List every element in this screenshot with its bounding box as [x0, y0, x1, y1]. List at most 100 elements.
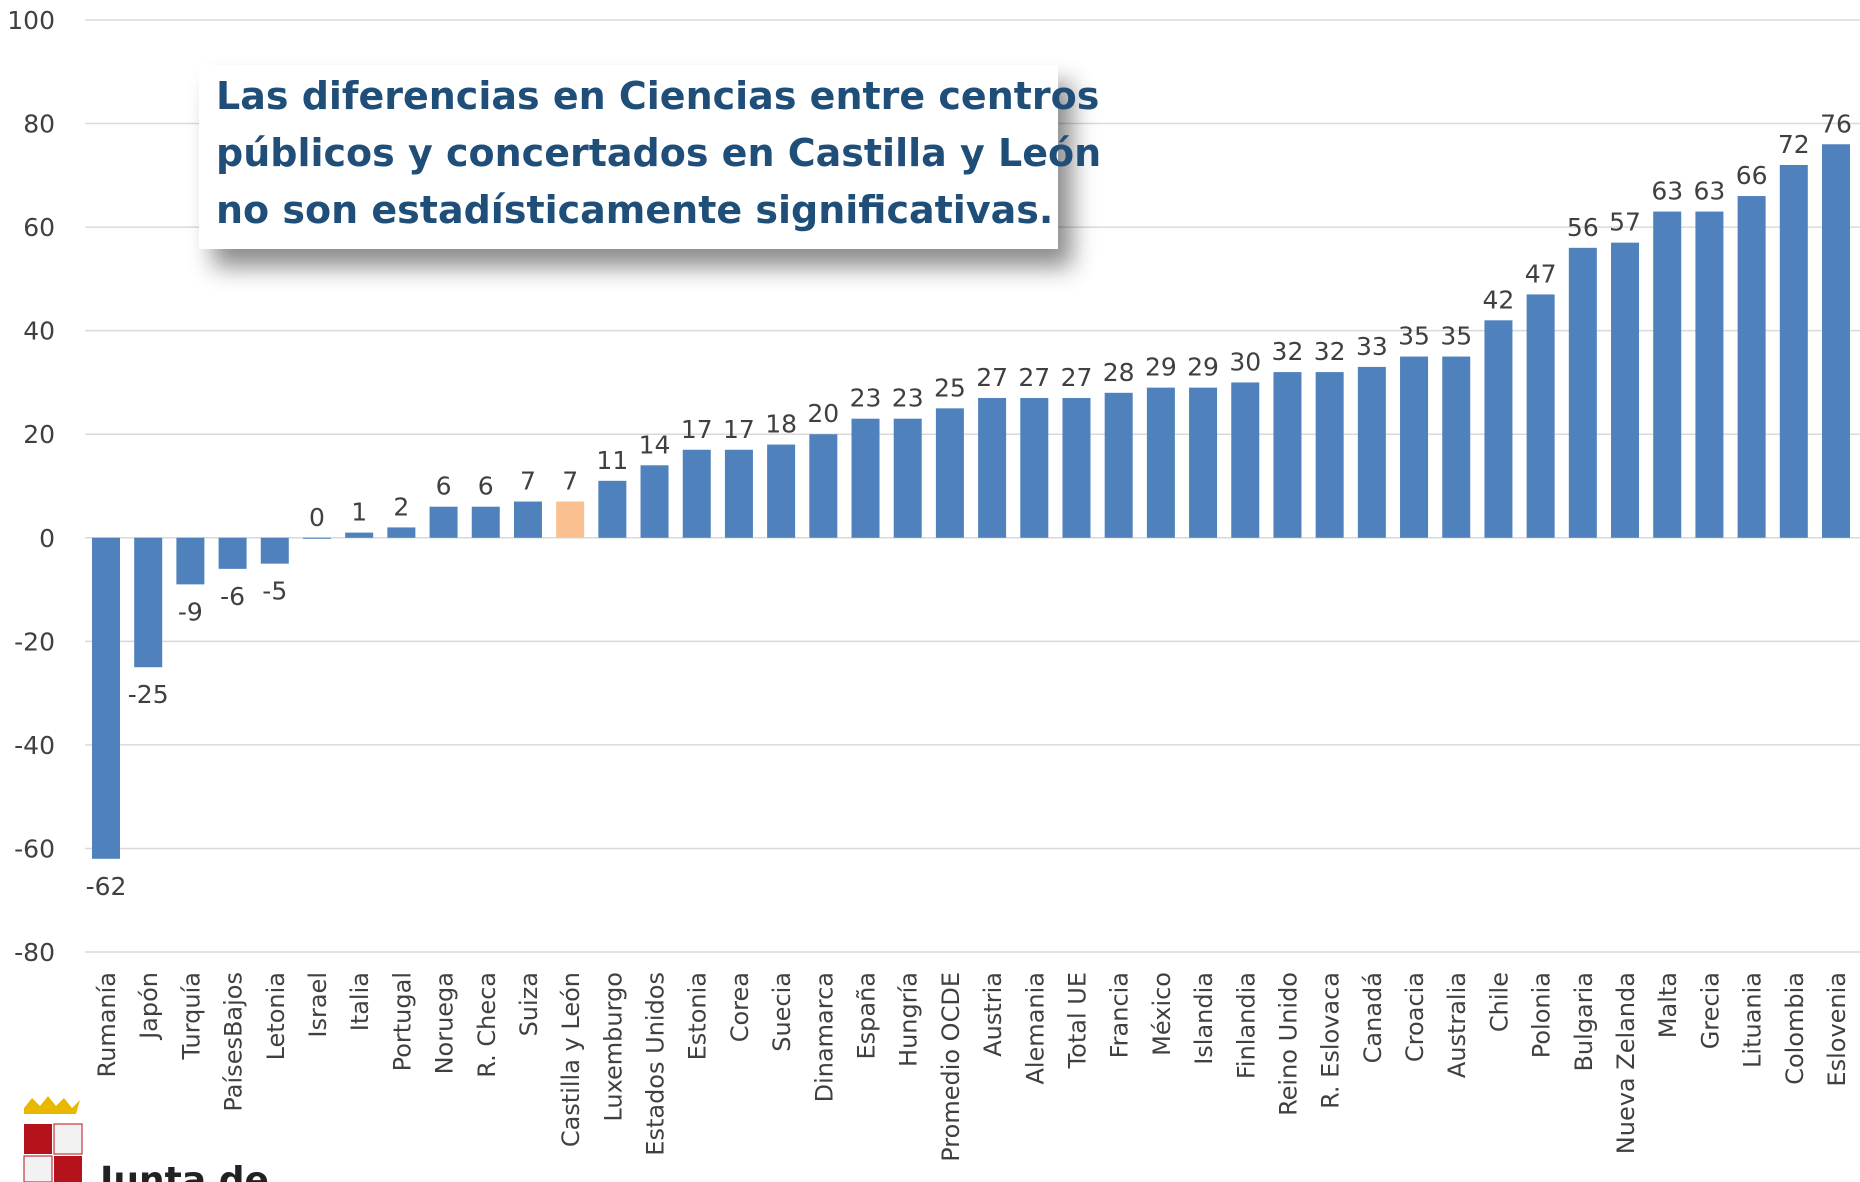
x-tick-label: Noruega — [431, 972, 459, 1074]
bar — [640, 465, 669, 538]
y-tick-label: -40 — [14, 731, 55, 760]
y-tick-label: 40 — [23, 317, 55, 346]
bar — [1231, 382, 1260, 538]
bar — [1146, 387, 1175, 538]
data-label: 25 — [934, 373, 966, 402]
x-tick-label: Austria — [979, 972, 1007, 1057]
data-label: -25 — [128, 680, 169, 709]
bar — [345, 532, 374, 538]
x-tick-label: Dinamarca — [810, 972, 838, 1102]
data-label: 27 — [1018, 363, 1050, 392]
x-tick-label: Reino Unido — [1274, 972, 1302, 1116]
data-label: 7 — [520, 467, 536, 496]
x-tick-label: Suiza — [515, 972, 543, 1036]
data-label: 0 — [309, 503, 325, 532]
data-label: 32 — [1314, 337, 1346, 366]
bar — [724, 449, 753, 538]
data-label: 23 — [892, 384, 924, 413]
bar — [1484, 320, 1513, 538]
x-tick-label: Malta — [1654, 972, 1682, 1038]
x-tick-label: Chile — [1485, 972, 1513, 1032]
bar — [851, 418, 880, 538]
bar — [92, 537, 120, 859]
data-label: 6 — [436, 472, 452, 501]
data-label: -6 — [220, 582, 245, 611]
bar — [978, 397, 1007, 538]
x-tick-label: Islandia — [1190, 972, 1218, 1065]
x-tick-label: Eslovenia — [1823, 972, 1851, 1087]
data-label: 23 — [850, 384, 882, 413]
bar — [387, 527, 416, 538]
x-tick-label: Italia — [346, 972, 374, 1031]
data-label: 30 — [1229, 347, 1261, 376]
x-tick-label: R. Checa — [473, 972, 501, 1078]
y-tick-label: 20 — [23, 420, 55, 449]
x-tick-label: Nueva Zelanda — [1612, 972, 1640, 1154]
annotation-line: públicos y concertados en Castilla y Leó… — [216, 131, 1101, 175]
bar — [134, 537, 163, 668]
annotation-line: no son estadísticamente significativas. — [216, 188, 1053, 232]
x-tick-label: Turquía — [177, 972, 205, 1061]
bar — [1653, 211, 1682, 538]
data-label: 56 — [1567, 213, 1599, 242]
data-label: 18 — [765, 410, 797, 439]
x-tick-label: R. Eslovaca — [1317, 972, 1345, 1109]
data-label: -62 — [86, 872, 127, 901]
logo-text: Junta de — [97, 1160, 269, 1182]
y-tick-label: 0 — [39, 524, 55, 553]
annotation-box: Las diferencias en Ciencias entre centro… — [199, 65, 1101, 249]
data-label: 63 — [1694, 177, 1726, 206]
logo-crown — [24, 1096, 80, 1114]
bar — [1695, 211, 1724, 538]
x-tick-label: Corea — [726, 972, 754, 1042]
x-tick-label: Luxemburgo — [599, 972, 627, 1122]
x-tick-label: Portugal — [388, 972, 416, 1071]
data-label: 27 — [1061, 363, 1093, 392]
logo: Junta de — [23, 1096, 269, 1182]
annotation-line: Las diferencias en Ciencias entre centro… — [216, 74, 1099, 118]
data-label: 57 — [1609, 208, 1641, 237]
bar — [1104, 392, 1133, 538]
data-label: 1 — [351, 498, 367, 527]
bar — [1822, 144, 1850, 538]
data-label: 32 — [1272, 337, 1304, 366]
data-label: 7 — [562, 467, 578, 496]
data-label: 20 — [807, 399, 839, 428]
data-label: 76 — [1820, 109, 1852, 138]
data-label: 2 — [393, 492, 409, 521]
bar — [1779, 164, 1808, 538]
bar — [1315, 372, 1344, 538]
x-tick-label: Suecia — [768, 972, 796, 1052]
x-tick-label: México — [1148, 972, 1176, 1056]
bar — [1737, 196, 1766, 538]
data-label: 42 — [1483, 285, 1515, 314]
logo-quarter — [24, 1124, 52, 1154]
x-tick-label: Estados Unidos — [642, 972, 670, 1156]
y-tick-label: -80 — [14, 938, 55, 967]
x-tick-label: Letonia — [262, 972, 290, 1060]
bar — [513, 501, 542, 538]
x-tick-label: Finlandia — [1232, 972, 1260, 1079]
data-label: 29 — [1187, 353, 1219, 382]
bar — [682, 449, 711, 538]
x-tick-label: Canadá — [1359, 972, 1387, 1063]
x-tick-label: Croacia — [1401, 972, 1429, 1062]
data-label: 35 — [1440, 322, 1472, 351]
data-label: 63 — [1651, 177, 1683, 206]
y-tick-label: 100 — [7, 6, 55, 35]
y-tick-label: -20 — [14, 627, 55, 656]
data-label: -5 — [262, 577, 287, 606]
bar — [1062, 397, 1091, 538]
x-tick-label: Castilla y León — [557, 972, 585, 1147]
data-label: 35 — [1398, 322, 1430, 351]
x-tick-label: Lituania — [1739, 972, 1767, 1068]
data-label: 27 — [976, 363, 1008, 392]
data-label: 66 — [1736, 161, 1768, 190]
bar — [935, 408, 964, 538]
bar — [1189, 387, 1218, 538]
x-tick-label: Colombia — [1781, 972, 1809, 1085]
x-tick-label: Israel — [304, 972, 332, 1038]
data-label: 29 — [1145, 353, 1177, 382]
y-tick-label: 60 — [23, 213, 55, 242]
